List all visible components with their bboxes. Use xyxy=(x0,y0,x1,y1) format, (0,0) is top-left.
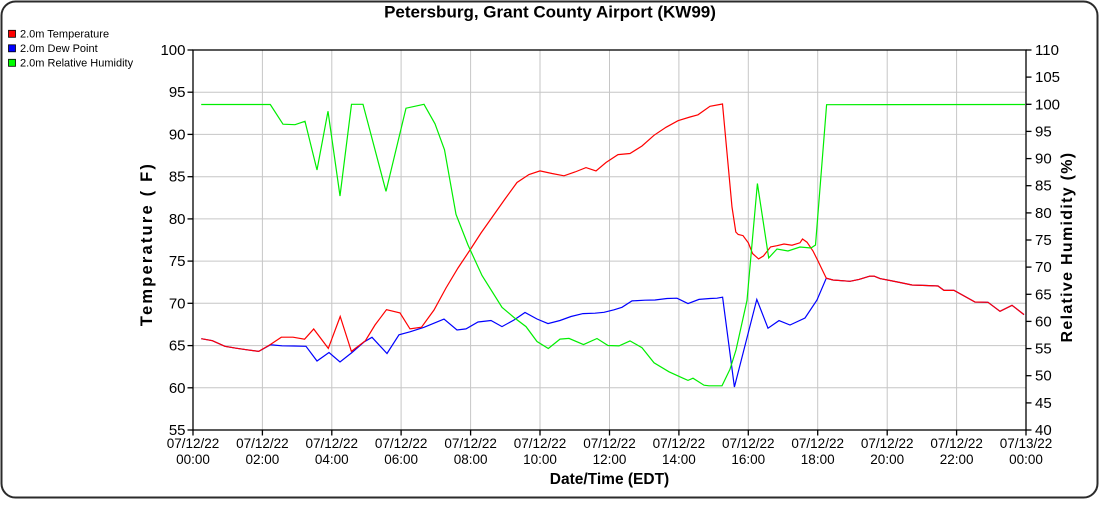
svg-text:08:00: 08:00 xyxy=(454,452,488,467)
svg-text:90: 90 xyxy=(169,126,186,143)
svg-text:105: 105 xyxy=(1035,69,1060,86)
svg-text:00:00: 00:00 xyxy=(1009,452,1043,467)
svg-text:07/12/22: 07/12/22 xyxy=(653,436,706,451)
svg-text:00:00: 00:00 xyxy=(176,452,210,467)
svg-text:Petersburg, Grant County Airpo: Petersburg, Grant County Airport (KW99) xyxy=(384,3,716,22)
svg-text:95: 95 xyxy=(1035,123,1052,140)
svg-text:110: 110 xyxy=(1035,42,1059,59)
svg-text:07/13/22: 07/13/22 xyxy=(1000,436,1053,451)
svg-text:07/12/22: 07/12/22 xyxy=(444,436,497,451)
svg-text:07/12/22: 07/12/22 xyxy=(167,436,220,451)
svg-text:80: 80 xyxy=(1035,205,1052,222)
svg-text:22:00: 22:00 xyxy=(940,452,974,467)
svg-text:04:00: 04:00 xyxy=(315,452,349,467)
svg-text:100: 100 xyxy=(1035,96,1060,113)
svg-text:07/12/22: 07/12/22 xyxy=(236,436,289,451)
svg-text:65: 65 xyxy=(169,338,186,355)
svg-text:2.0m Dew Point: 2.0m Dew Point xyxy=(20,43,98,55)
svg-text:90: 90 xyxy=(1035,151,1052,168)
svg-text:65: 65 xyxy=(1035,286,1052,303)
svg-text:2.0m Temperature: 2.0m Temperature xyxy=(20,29,109,41)
svg-text:55: 55 xyxy=(169,422,186,439)
svg-text:85: 85 xyxy=(169,169,186,186)
svg-text:95: 95 xyxy=(169,84,186,101)
svg-text:75: 75 xyxy=(169,253,186,270)
svg-text:60: 60 xyxy=(1035,313,1052,330)
svg-text:14:00: 14:00 xyxy=(662,452,696,467)
svg-text:16:00: 16:00 xyxy=(731,452,765,467)
svg-text:80: 80 xyxy=(169,211,186,228)
svg-text:07/12/22: 07/12/22 xyxy=(930,436,983,451)
svg-text:70: 70 xyxy=(169,295,186,312)
svg-text:60: 60 xyxy=(169,380,186,397)
svg-text:100: 100 xyxy=(160,42,185,59)
svg-text:12:00: 12:00 xyxy=(593,452,627,467)
svg-text:10:00: 10:00 xyxy=(523,452,557,467)
svg-text:Temperature ( F): Temperature ( F) xyxy=(138,162,156,326)
svg-text:07/12/22: 07/12/22 xyxy=(514,436,567,451)
svg-text:20:00: 20:00 xyxy=(870,452,904,467)
svg-text:50: 50 xyxy=(1035,368,1052,385)
svg-text:07/12/22: 07/12/22 xyxy=(375,436,428,451)
svg-text:2.0m Relative Humidity: 2.0m Relative Humidity xyxy=(20,58,134,70)
svg-text:07/12/22: 07/12/22 xyxy=(791,436,844,451)
svg-text:02:00: 02:00 xyxy=(246,452,280,467)
svg-text:07/12/22: 07/12/22 xyxy=(583,436,636,451)
svg-text:45: 45 xyxy=(1035,395,1052,412)
svg-text:Relative Humidity (%): Relative Humidity (%) xyxy=(1059,152,1076,343)
svg-text:55: 55 xyxy=(1035,341,1052,358)
svg-text:75: 75 xyxy=(1035,232,1052,249)
svg-text:07/12/22: 07/12/22 xyxy=(306,436,359,451)
svg-text:07/12/22: 07/12/22 xyxy=(722,436,775,451)
svg-text:40: 40 xyxy=(1035,422,1052,439)
svg-text:70: 70 xyxy=(1035,259,1052,276)
svg-text:06:00: 06:00 xyxy=(384,452,418,467)
svg-text:18:00: 18:00 xyxy=(801,452,835,467)
svg-text:Date/Time (EDT): Date/Time (EDT) xyxy=(550,471,669,488)
svg-text:07/12/22: 07/12/22 xyxy=(861,436,914,451)
svg-text:85: 85 xyxy=(1035,178,1052,195)
